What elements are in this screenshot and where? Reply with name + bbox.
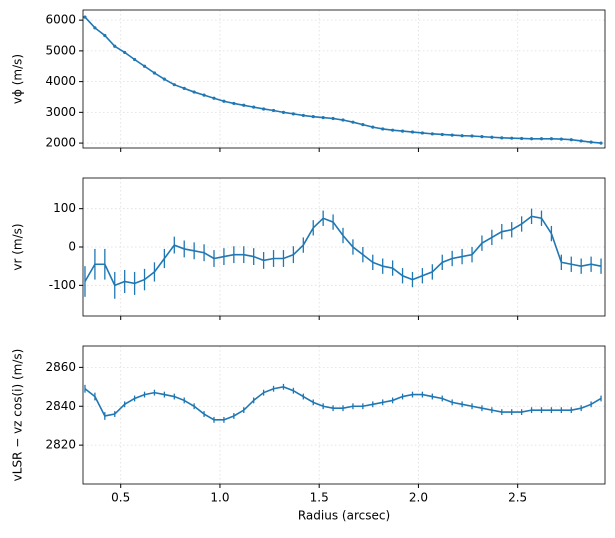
point: [579, 139, 583, 143]
point: [311, 115, 315, 119]
x-tick-label: 2.5: [508, 491, 527, 505]
y-tick-label: 2840: [45, 399, 76, 413]
point: [222, 99, 226, 103]
point: [391, 128, 395, 132]
point: [242, 103, 246, 107]
point: [460, 134, 464, 138]
x-tick-label: 2.0: [409, 491, 428, 505]
point: [252, 105, 256, 109]
y-tick-label: 5000: [45, 43, 76, 57]
y-axis-label: vϕ (m/s): [11, 54, 25, 104]
series-line: [84, 16, 602, 144]
point: [361, 123, 365, 127]
point: [321, 115, 325, 120]
point: [271, 108, 276, 113]
y-tick-label: 4000: [45, 74, 76, 88]
y-tick-label: 2820: [45, 438, 76, 452]
point: [381, 127, 385, 131]
point: [152, 71, 157, 75]
point: [142, 64, 147, 68]
point: [202, 93, 206, 97]
series-line: [84, 215, 602, 287]
point: [371, 125, 375, 129]
point: [232, 101, 236, 106]
point: [410, 130, 415, 134]
point: [520, 136, 524, 141]
point: [430, 132, 434, 136]
y-axis-label: vLSR − vz cos(i) (m/s): [11, 349, 25, 482]
y-tick-label: -100: [49, 278, 76, 292]
point: [172, 83, 176, 87]
point: [103, 33, 107, 38]
point: [400, 129, 405, 133]
point: [470, 134, 474, 138]
y-tick-label: 100: [53, 201, 76, 215]
point: [480, 135, 484, 139]
point: [281, 110, 286, 114]
point: [500, 136, 504, 140]
point: [212, 96, 216, 100]
x-tick-label: 1.5: [310, 491, 329, 505]
y-axis-label: vr (m/s): [11, 223, 25, 270]
point: [549, 137, 554, 141]
point: [529, 137, 534, 141]
point: [291, 112, 295, 116]
y-tick-label: 6000: [45, 13, 76, 27]
point: [133, 57, 137, 62]
point: [331, 116, 335, 121]
point: [569, 138, 573, 142]
point: [123, 50, 127, 55]
series-line: [84, 385, 602, 421]
y-tick-label: 2860: [45, 360, 76, 374]
x-axis-label: Radius (arcsec): [298, 509, 390, 523]
point: [192, 90, 196, 94]
point: [113, 44, 117, 48]
point: [162, 77, 166, 81]
y-tick-label: 2000: [45, 136, 76, 150]
point: [351, 120, 355, 124]
y-tick-label: 0: [68, 240, 76, 254]
point: [539, 137, 544, 141]
plot-frame: [82, 9, 606, 149]
point: [301, 113, 305, 118]
y-tick-label: 3000: [45, 105, 76, 119]
point: [93, 26, 97, 30]
point: [450, 133, 454, 137]
point: [83, 15, 87, 19]
x-tick-label: 0.5: [111, 491, 130, 505]
plot-frame: [82, 177, 606, 317]
plot-frame: [82, 345, 606, 485]
point: [490, 135, 494, 139]
point: [589, 140, 593, 144]
point: [440, 132, 444, 137]
point: [262, 107, 266, 111]
point: [182, 86, 186, 90]
point: [420, 131, 424, 135]
point: [599, 141, 603, 145]
x-tick-label: 1.0: [210, 491, 229, 505]
point: [341, 118, 345, 122]
point: [510, 136, 514, 140]
point: [559, 137, 563, 141]
